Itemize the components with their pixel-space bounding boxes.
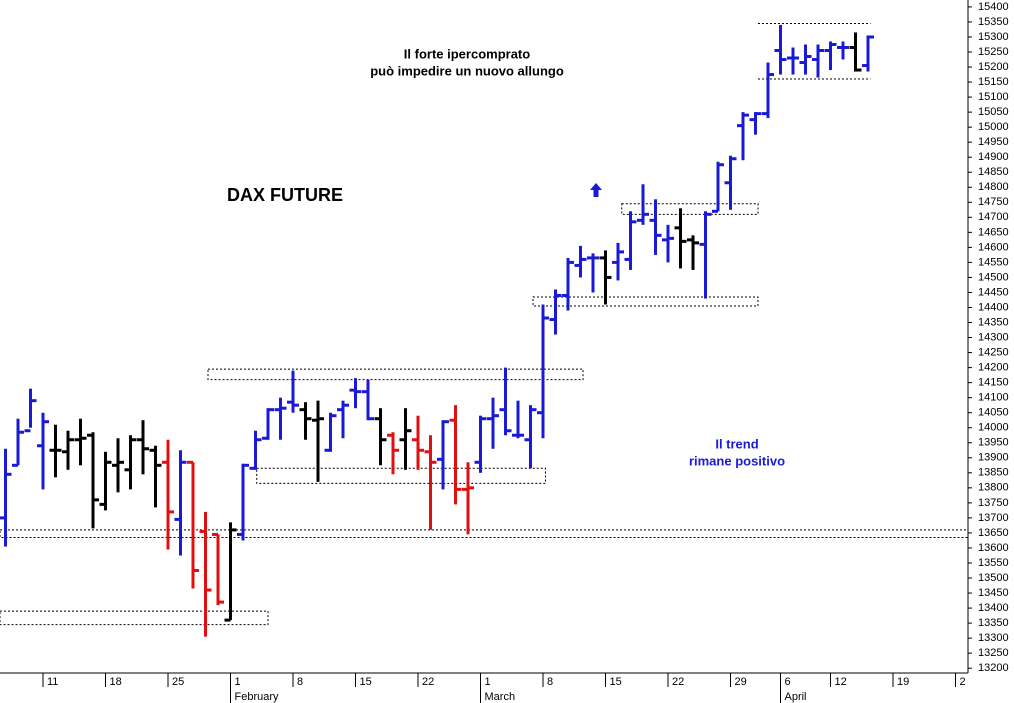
zone <box>0 529 969 538</box>
y-tick-label: 14350 <box>978 316 1009 328</box>
y-tick-label: 14600 <box>978 241 1009 253</box>
y-tick-label: 13900 <box>978 452 1009 464</box>
annotation: Il trend <box>715 436 758 451</box>
y-tick-label: 13850 <box>978 467 1009 479</box>
y-tick-label: 14000 <box>978 422 1009 434</box>
y-tick-label: 13450 <box>978 587 1009 599</box>
x-tick-label: 8 <box>547 676 553 688</box>
x-tick-label: 1 <box>235 676 241 688</box>
x-tick-label: 15 <box>360 676 372 688</box>
y-tick-label: 14200 <box>978 362 1009 374</box>
y-tick-label: 15000 <box>978 121 1009 133</box>
x-tick-label: 19 <box>897 676 909 688</box>
up-arrow <box>590 183 602 197</box>
x-tick-label: 12 <box>835 676 847 688</box>
x-tick-label: 25 <box>172 676 184 688</box>
x-tick-label: 18 <box>110 676 122 688</box>
y-tick-label: 13950 <box>978 437 1009 449</box>
annotation: rimane positivo <box>689 453 785 468</box>
y-tick-label: 14050 <box>978 407 1009 419</box>
y-tick-label: 14150 <box>978 377 1009 389</box>
y-tick-label: 13700 <box>978 512 1009 524</box>
y-tick-label: 13650 <box>978 527 1009 539</box>
y-tick-label: 13550 <box>978 557 1009 569</box>
zone <box>256 467 546 484</box>
y-tick-label: 15150 <box>978 76 1009 88</box>
y-tick-label: 14400 <box>978 301 1009 313</box>
y-tick-label: 15400 <box>978 1 1009 13</box>
x-tick-label: 15 <box>610 676 622 688</box>
y-tick-label: 13200 <box>978 662 1009 674</box>
x-tick-label: 22 <box>422 676 434 688</box>
y-tick-label: 13750 <box>978 497 1009 509</box>
y-tick-label: 14450 <box>978 286 1009 298</box>
y-tick-label: 14300 <box>978 331 1009 343</box>
month-label: February <box>235 691 280 703</box>
y-tick-label: 14250 <box>978 346 1009 358</box>
y-tick-label: 15100 <box>978 91 1009 103</box>
zone <box>621 203 759 215</box>
y-tick-label: 14750 <box>978 196 1009 208</box>
zone <box>0 610 269 626</box>
y-tick-label: 14700 <box>978 211 1009 223</box>
y-tick-label: 15300 <box>978 31 1009 43</box>
y-tick-label: 14950 <box>978 136 1009 148</box>
y-tick-label: 15250 <box>978 46 1009 58</box>
x-tick-label: 1 <box>485 676 491 688</box>
y-tick-label: 14550 <box>978 256 1009 268</box>
month-label: March <box>485 691 516 703</box>
x-tick-label: 22 <box>672 676 684 688</box>
y-tick-label: 15350 <box>978 16 1009 28</box>
y-tick-label: 13500 <box>978 572 1009 584</box>
y-tick-label: 14900 <box>978 151 1009 163</box>
x-tick-label: 8 <box>297 676 303 688</box>
chart-title: DAX FUTURE <box>227 185 343 205</box>
x-tick-label: 11 <box>47 676 58 688</box>
month-label: April <box>785 691 807 703</box>
x-tick-label: 29 <box>735 676 747 688</box>
zone <box>207 368 584 381</box>
y-tick-label: 15050 <box>978 106 1009 118</box>
y-tick-label: 13300 <box>978 632 1009 644</box>
y-tick-label: 13250 <box>978 647 1009 659</box>
y-tick-label: 13350 <box>978 617 1009 629</box>
y-tick-label: 14850 <box>978 166 1009 178</box>
y-tick-label: 14800 <box>978 181 1009 193</box>
y-tick-label: 13800 <box>978 482 1009 494</box>
x-tick-label: 6 <box>785 676 791 688</box>
annotation: Il forte ipercomprato <box>404 46 530 61</box>
y-tick-label: 14100 <box>978 392 1009 404</box>
y-tick-label: 13600 <box>978 542 1009 554</box>
y-tick-label: 13400 <box>978 602 1009 614</box>
y-tick-label: 15200 <box>978 61 1009 73</box>
y-tick-label: 14650 <box>978 226 1009 238</box>
annotation: può impedire un nuovo allungo <box>370 63 564 78</box>
x-tick-label: 2 <box>960 676 966 688</box>
zone <box>532 296 759 307</box>
y-tick-label: 14500 <box>978 271 1009 283</box>
